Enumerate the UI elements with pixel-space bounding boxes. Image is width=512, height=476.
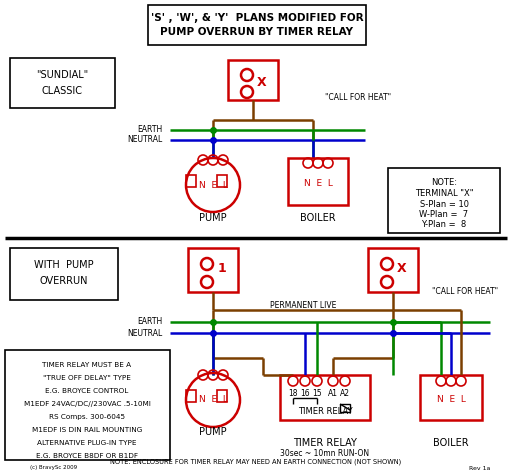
Text: Rev 1a: Rev 1a [468,466,490,470]
Bar [186,390,196,402]
Text: TERMINAL "X": TERMINAL "X" [415,189,473,198]
Bar [217,390,227,402]
Text: 30sec ~ 10mn RUN-ON: 30sec ~ 10mn RUN-ON [281,448,370,457]
Text: 15: 15 [312,388,322,397]
Bar [340,404,350,412]
Text: 18: 18 [288,388,298,397]
Text: W-Plan =  7: W-Plan = 7 [419,210,468,219]
Text: PERMANENT LIVE: PERMANENT LIVE [270,300,336,309]
Text: M1EDF IS DIN RAIL MOUNTING: M1EDF IS DIN RAIL MOUNTING [32,427,142,433]
Bar [10,58,115,108]
Bar [280,375,370,420]
Text: Y-Plan =  8: Y-Plan = 8 [421,220,466,229]
Text: N  E  L: N E L [304,178,332,188]
Text: (c) BravySc 2009: (c) BravySc 2009 [30,466,77,470]
Bar [388,168,500,233]
Text: "CALL FOR HEAT": "CALL FOR HEAT" [325,93,391,102]
Text: 'S' , 'W', & 'Y'  PLANS MODIFIED FOR: 'S' , 'W', & 'Y' PLANS MODIFIED FOR [151,13,364,23]
Text: NOTE:: NOTE: [431,178,457,187]
Text: CLASSIC: CLASSIC [41,86,82,96]
Text: TIMER RELAY: TIMER RELAY [297,407,352,416]
Bar [186,175,196,187]
Bar [188,248,238,292]
Text: TIMER RELAY MUST BE A: TIMER RELAY MUST BE A [42,362,132,368]
Bar [420,375,482,420]
Text: "TRUE OFF DELAY" TYPE: "TRUE OFF DELAY" TYPE [43,375,131,381]
Bar [217,175,227,187]
Bar [228,60,278,100]
Text: E.G. BROYCE CONTROL: E.G. BROYCE CONTROL [46,388,129,394]
Text: EARTH: EARTH [138,317,163,327]
Text: 16: 16 [300,388,310,397]
Bar [5,350,170,460]
Text: N  E  L: N E L [437,396,465,405]
Bar [368,248,418,292]
Text: M1EDF 24VAC/DC//230VAC .5-10MI: M1EDF 24VAC/DC//230VAC .5-10MI [24,401,151,407]
Bar [148,5,366,45]
Text: TIMER RELAY: TIMER RELAY [293,438,357,448]
Text: EARTH: EARTH [138,126,163,135]
Text: BOILER: BOILER [300,213,336,223]
Text: WITH  PUMP: WITH PUMP [34,260,94,270]
Text: RS Comps. 300-6045: RS Comps. 300-6045 [49,414,125,420]
Text: A2: A2 [340,388,350,397]
Text: "SUNDIAL": "SUNDIAL" [36,70,88,80]
Text: X: X [257,77,267,89]
Text: BOILER: BOILER [433,438,469,448]
Text: E.G. BROYCE B8DF OR B1DF: E.G. BROYCE B8DF OR B1DF [36,453,138,459]
Bar [288,158,348,205]
Text: S-Plan = 10: S-Plan = 10 [419,200,468,209]
Text: NEUTRAL: NEUTRAL [128,136,163,145]
Bar [10,248,118,300]
Text: PUMP: PUMP [199,427,227,437]
Text: N  E  L: N E L [199,180,227,189]
Text: ALTERNATIVE PLUG-IN TYPE: ALTERNATIVE PLUG-IN TYPE [37,440,137,446]
Text: A1: A1 [328,388,338,397]
Text: "CALL FOR HEAT": "CALL FOR HEAT" [432,287,498,296]
Text: OVERRUN: OVERRUN [40,276,88,286]
Text: 1: 1 [218,261,226,275]
Text: PUMP: PUMP [199,213,227,223]
Text: N  E  L: N E L [199,396,227,405]
Text: PUMP OVERRUN BY TIMER RELAY: PUMP OVERRUN BY TIMER RELAY [160,27,353,37]
Text: NEUTRAL: NEUTRAL [128,328,163,337]
Text: X: X [397,261,407,275]
Text: NOTE: ENCLOSURE FOR TIMER RELAY MAY NEED AN EARTH CONNECTION (NOT SHOWN): NOTE: ENCLOSURE FOR TIMER RELAY MAY NEED… [111,459,401,465]
